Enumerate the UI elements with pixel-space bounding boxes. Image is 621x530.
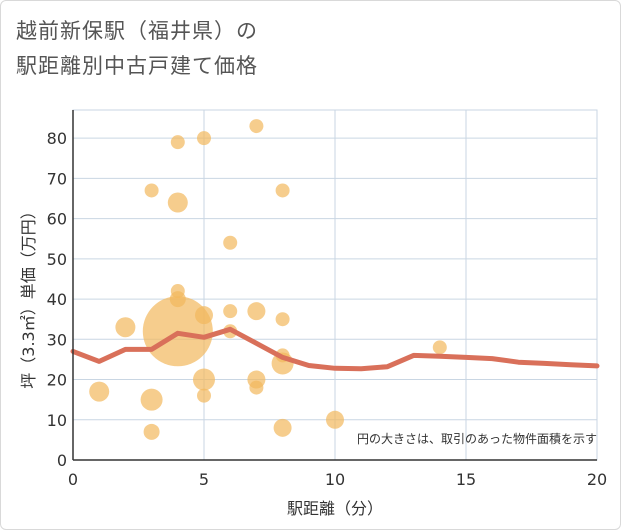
y-tick-label: 70 [47, 169, 67, 188]
data-bubble [167, 192, 188, 213]
data-bubble [140, 388, 163, 411]
data-bubble [247, 302, 266, 321]
data-bubble [249, 119, 264, 134]
x-tick-label: 0 [68, 470, 78, 489]
data-bubble [195, 306, 213, 325]
chart-title: 越前新保駅（福井県）の 駅距離別中古戸建て価格 [16, 14, 258, 84]
y-tick-label: 30 [47, 330, 67, 349]
x-tick-label: 10 [325, 470, 345, 489]
data-bubble [197, 388, 211, 403]
data-bubble [144, 183, 159, 198]
data-bubble [223, 235, 238, 250]
bubble-layer [89, 119, 447, 440]
data-bubble [432, 340, 447, 355]
y-tick-label: 10 [47, 411, 67, 430]
data-bubble [115, 317, 136, 338]
trend-line [70, 326, 600, 372]
trend-layer [70, 326, 600, 372]
y-tick-label: 20 [47, 371, 67, 390]
data-bubble [170, 135, 185, 150]
y-tick-label: 60 [47, 210, 67, 229]
y-tick-label: 0 [57, 451, 67, 470]
data-bubble [249, 380, 264, 395]
x-tick-label: 15 [456, 470, 476, 489]
y-tick-label: 80 [47, 129, 67, 148]
data-bubble [223, 304, 238, 319]
chart-title-line1: 越前新保駅（福井県）の [16, 19, 258, 43]
size-legend-note: 円の大きさは、取引のあった物件面積を示す [356, 432, 597, 446]
x-tick-label: 20 [587, 470, 607, 489]
chart-title-line2: 駅距離別中古戸建て価格 [16, 54, 258, 78]
y-tick-label: 50 [47, 250, 67, 269]
data-bubble [143, 423, 160, 440]
data-bubble [275, 312, 290, 327]
y-axis-label: 坪（3.3㎡）単価（万円） [19, 203, 38, 388]
data-bubble [197, 131, 211, 146]
data-bubble [89, 381, 110, 402]
data-bubble [193, 368, 215, 391]
axes: 0 10 20 30 40 50 60 70 80 0 5 10 15 20 [47, 110, 607, 489]
data-bubble [170, 284, 185, 299]
data-bubble [326, 410, 344, 429]
y-tick-label: 40 [47, 290, 67, 309]
x-tick-label: 5 [199, 470, 209, 489]
data-bubble [275, 183, 290, 198]
data-bubble [273, 418, 292, 437]
x-axis-label: 駅距離（分） [287, 499, 383, 518]
